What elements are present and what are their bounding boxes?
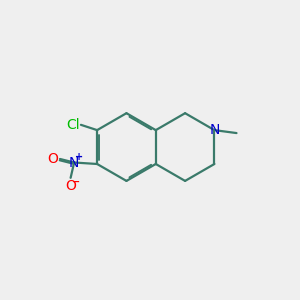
Text: N: N — [69, 155, 79, 170]
Text: −: − — [72, 176, 80, 186]
Text: N: N — [209, 123, 220, 137]
Text: O: O — [65, 179, 76, 193]
Text: Cl: Cl — [66, 118, 80, 132]
Text: +: + — [75, 152, 83, 162]
Text: O: O — [48, 152, 58, 166]
